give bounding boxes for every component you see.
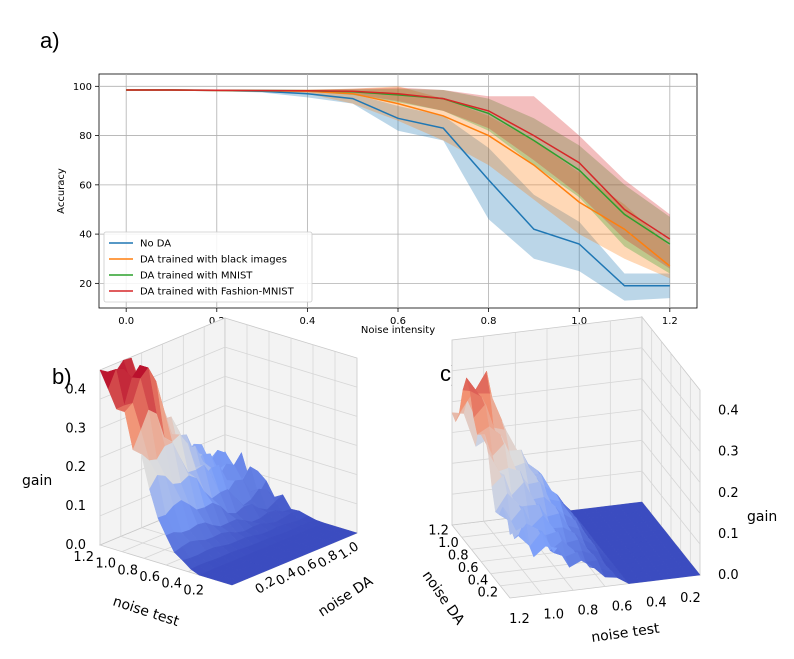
- x-tick-label: 0.6: [390, 316, 406, 327]
- gain-surface-plot-c: 0.00.10.20.30.41.2 1.0 0.8 0.6 0.4 0.21.21.00…: [419, 315, 777, 646]
- y-tick-label: 60: [79, 180, 92, 191]
- x-tick-label: 0.0: [118, 316, 134, 327]
- wall-grid: [451, 347, 643, 372]
- z-tick-label: 0.4: [718, 404, 739, 419]
- z-tick-label: 0.4: [65, 382, 86, 397]
- y-tick-label: 20: [79, 279, 92, 290]
- wall-grid: [641, 347, 701, 422]
- x-tick-label: 1.0: [571, 316, 587, 327]
- z-tick-label: 0.0: [65, 538, 86, 553]
- y-tick-label: 40: [79, 230, 92, 241]
- legend-label-1: DA trained with black images: [140, 255, 287, 266]
- z-tick-label: 0.1: [65, 499, 86, 514]
- legend-label-2: DA trained with MNIST: [140, 271, 253, 282]
- y-tick-label: 0.4: [468, 573, 489, 588]
- y-tick-label: 1.0: [438, 536, 459, 551]
- x-tick-label: 0.4: [299, 316, 315, 327]
- grid: [99, 74, 697, 308]
- band-series-3: [126, 87, 670, 269]
- legend-box: [103, 231, 313, 303]
- x-tick-label: 0.6: [139, 570, 160, 585]
- legend: No DA DA trained with black images DA trai…: [103, 231, 313, 303]
- panel-label-a: a): [40, 28, 60, 53]
- z-tick-label: 0.2: [718, 486, 739, 501]
- x-tick-label: 0.8: [481, 316, 497, 327]
- gain-surface-plot-b: 0.00.10.20.30.40.20.40.60.81.01.20.20.40…: [22, 317, 376, 631]
- y-tick-label: 80: [79, 131, 92, 142]
- wall-grid: [224, 346, 358, 388]
- line-series-3: [126, 89, 671, 240]
- y-axis-label: Accuracy: [56, 168, 67, 214]
- x-tick-label: 0.8: [117, 563, 138, 578]
- x-axis-label: noise test: [111, 594, 182, 631]
- band-series-1: [126, 86, 670, 279]
- z-tick-label: 0.1: [718, 527, 739, 542]
- y-tick-label: 0.8: [448, 549, 469, 564]
- z-tick-label: 0.3: [65, 421, 86, 436]
- x-axis-label: Noise intensity: [361, 325, 435, 336]
- x-tick-label: 1.2: [73, 550, 94, 565]
- x-tick-label: 0.2: [183, 583, 204, 598]
- y-tick-label: 100: [73, 82, 92, 93]
- z-tick-label: 0.2: [65, 460, 86, 475]
- gain-surface: [451, 370, 701, 584]
- x-tick-label: 0.2: [680, 591, 701, 606]
- x-axis-label: noise test: [590, 621, 661, 646]
- z-tick-label: 0.3: [718, 445, 739, 460]
- x-tick-label: 0.8: [578, 604, 599, 619]
- y-axis-ticks: 20 40 60 80 100: [73, 82, 99, 290]
- series-lines: [126, 89, 671, 287]
- x-tick-label: 0.4: [161, 577, 182, 592]
- axis-ticks: 0.00.10.20.30.41.2 1.0 0.8 0.6 0.4 0.21.21.00…: [428, 404, 738, 627]
- z-axis-label: gain: [22, 473, 52, 489]
- legend-label-0: No DA: [140, 239, 171, 250]
- x-tick-label: 0.4: [646, 595, 667, 610]
- surface-facet: [684, 570, 701, 577]
- y-tick-label: 0.6: [458, 561, 479, 576]
- legend-label-3: DA trained with Fashion-MNIST: [140, 287, 295, 298]
- surface-facet: [223, 579, 241, 586]
- z-tick-label: 0.0: [718, 568, 739, 583]
- gain-surface: [99, 357, 358, 586]
- y-axis-label: noise DA: [315, 573, 376, 620]
- x-tick-label: 1.0: [95, 557, 116, 572]
- y-tick-label: 0.2: [478, 586, 499, 601]
- panel-label-b: b): [52, 364, 72, 389]
- x-tick-label: 1.2: [509, 612, 530, 627]
- x-tick-label: 0.6: [612, 599, 633, 614]
- x-tick-label: 1.2: [662, 316, 678, 327]
- y-axis-label: noise DA: [419, 568, 468, 628]
- x-tick-label: 1.0: [543, 608, 564, 623]
- band-series-0: [126, 89, 670, 301]
- y-tick-label: 1.2: [428, 524, 449, 539]
- z-axis-label: gain: [747, 509, 777, 525]
